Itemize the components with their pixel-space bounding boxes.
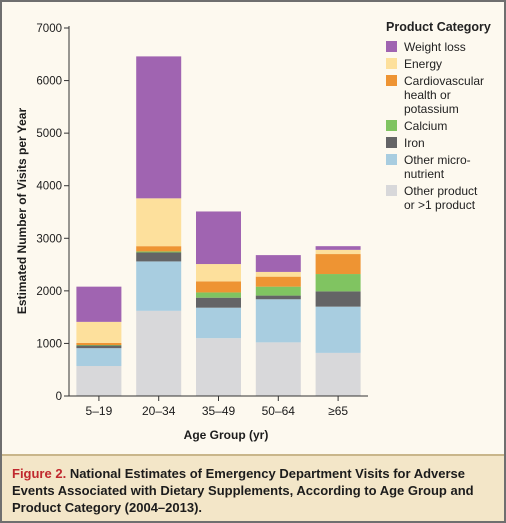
legend-label: nutrient xyxy=(404,167,445,181)
bar-segment-20–34-energy xyxy=(136,198,182,247)
legend-label: potassium xyxy=(404,102,459,116)
legend-label: Other micro- xyxy=(404,153,471,167)
x-tick-label: 35–49 xyxy=(202,404,236,418)
bar-segment-5–19-weight-loss xyxy=(76,286,122,322)
y-tick-label: 3000 xyxy=(36,233,62,245)
bar-segment-20–34-other-micronutrient xyxy=(136,261,182,311)
figure-caption-label: Figure 2. xyxy=(12,466,67,481)
bar-segment-≥65-calcium xyxy=(315,274,361,292)
bar-segment-50–64-calcium xyxy=(255,286,301,296)
y-tick-label: 0 xyxy=(56,391,62,403)
bar-segment-50–64-energy xyxy=(255,271,301,277)
bar-segment-≥65-weight-loss xyxy=(315,246,361,250)
bar-segment-20–34-iron xyxy=(136,252,182,262)
x-tick-label: 50–64 xyxy=(262,404,296,418)
bar-segment-35–49-other-micronutrient xyxy=(196,307,241,339)
legend-label: Cardiovascular xyxy=(404,74,485,88)
bar-segment-35–49-energy xyxy=(196,264,241,282)
legend-label: Energy xyxy=(404,57,443,71)
bar-segment-50–64-other-product-or-1-product xyxy=(255,342,301,396)
legend-item: Calcium xyxy=(386,119,501,133)
bar-segment-≥65-energy xyxy=(315,249,361,255)
legend: Product Category Weight loss Energy Cardio… xyxy=(386,20,501,215)
x-tick-label: 20–34 xyxy=(142,404,176,418)
legend-label: Weight loss xyxy=(404,40,466,54)
y-axis-title: Estimated Number of Visits per Year xyxy=(15,108,29,315)
bar-segment-35–49-other-product-or-1-product xyxy=(196,338,241,396)
bar-segment-50–64-other-micronutrient xyxy=(255,299,301,343)
legend-swatch xyxy=(386,154,397,165)
bar-segment-≥65-iron xyxy=(315,291,361,307)
legend-swatch xyxy=(386,137,397,148)
bar-segment-5–19-cardiovascular-health-or-potassium xyxy=(76,342,122,346)
legend-swatch xyxy=(386,58,397,69)
bar-segment-5–19-iron xyxy=(76,345,122,349)
legend-item: Weight loss xyxy=(386,40,501,54)
y-tick-label: 7000 xyxy=(36,23,62,35)
y-tick-label: 1000 xyxy=(36,338,62,350)
bar-segment-20–34-cardiovascular-health-or-potassium xyxy=(136,246,182,252)
bar-segment-5–19-other-product-or-1-product xyxy=(76,366,122,396)
legend-swatch xyxy=(386,75,397,86)
legend-swatch xyxy=(386,120,397,131)
figure-caption: Figure 2. National Estimates of Emergenc… xyxy=(2,454,504,521)
legend-label: Other product xyxy=(404,184,478,198)
bar-segment-50–64-iron xyxy=(255,295,301,300)
legend-title: Product Category xyxy=(386,20,491,34)
y-tick-label: 4000 xyxy=(36,181,62,193)
bar-segment-≥65-cardiovascular-health-or-potassium xyxy=(315,254,361,275)
legend-item: Other micro-nutrient xyxy=(386,153,501,181)
y-tick-label: 6000 xyxy=(36,76,62,88)
y-tick-label: 5000 xyxy=(36,128,62,140)
legend-label: Iron xyxy=(404,136,425,150)
legend-swatch xyxy=(386,185,397,196)
legend-item: Cardiovascular health or potassium xyxy=(386,74,501,116)
bar-segment-20–34-calcium xyxy=(136,251,182,253)
legend-label: Calcium xyxy=(404,119,448,133)
legend-item: Energy xyxy=(386,57,501,71)
figure-caption-text: National Estimates of Emergency Departme… xyxy=(12,466,474,515)
bar-segment-20–34-weight-loss xyxy=(136,56,182,199)
bar-segment-5–19-calcium xyxy=(76,345,122,346)
stacked-bar-chart: 5–19 20–34 35–49 50–64 ≥65 0 1000 2000 3000 4000 5… xyxy=(15,23,368,442)
legend-label: health or xyxy=(404,88,451,102)
bar-segment-5–19-energy xyxy=(76,321,122,343)
legend-swatch xyxy=(386,41,397,52)
bar-segment-35–49-iron xyxy=(196,297,241,308)
legend-label: or >1 product xyxy=(404,198,476,212)
legend-item: Other product or >1 product xyxy=(386,184,501,212)
bar-segment-35–49-calcium xyxy=(196,292,241,298)
bar-segment-≥65-other-micronutrient xyxy=(315,306,361,353)
y-tick-label: 2000 xyxy=(36,286,62,298)
bar-segment-20–34-other-product-or-1-product xyxy=(136,310,182,396)
bar-segment-≥65-other-product-or-1-product xyxy=(315,352,361,396)
bar-segment-35–49-cardiovascular-health-or-potassium xyxy=(196,281,241,293)
plot-area: 5–19 20–34 35–49 50–64 ≥65 0 1000 2000 3000 4000 5… xyxy=(2,2,504,454)
bar-segment-5–19-other-micronutrient xyxy=(76,348,122,367)
legend-item: Iron xyxy=(386,136,501,150)
x-tick-label: 5–19 xyxy=(86,404,113,418)
x-axis-title: Age Group (yr) xyxy=(184,428,269,442)
bar-segment-50–64-weight-loss xyxy=(255,255,301,272)
bar-segment-35–49-weight-loss xyxy=(196,211,241,265)
x-tick-label: ≥65 xyxy=(328,404,348,418)
bar-segment-50–64-cardiovascular-health-or-potassium xyxy=(255,276,301,287)
